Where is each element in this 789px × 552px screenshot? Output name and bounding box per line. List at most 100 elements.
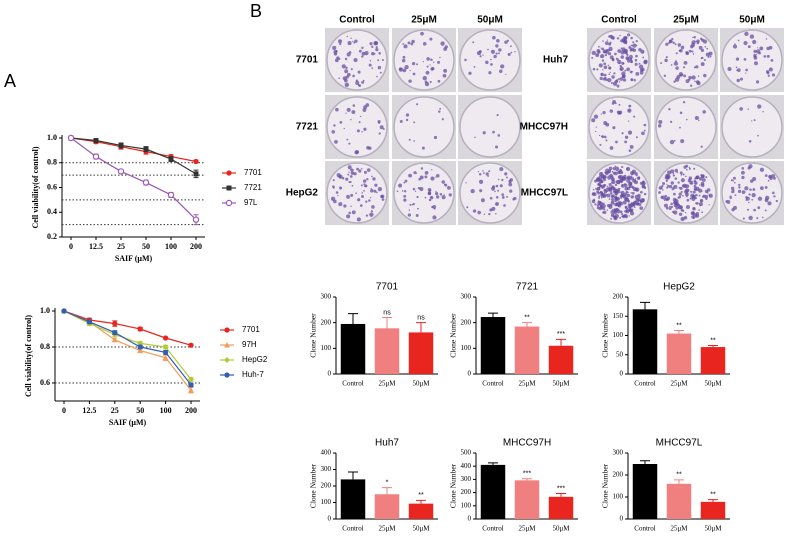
colony: [482, 54, 484, 56]
colony: [377, 65, 382, 70]
colony: [474, 136, 476, 139]
colony: [660, 187, 663, 190]
y-tick-label: 0.4: [47, 207, 57, 216]
colony: [695, 176, 699, 180]
colony: [479, 189, 483, 193]
colony: [745, 68, 748, 72]
colony: [635, 174, 638, 177]
colony: [686, 198, 690, 202]
colony: [371, 205, 375, 209]
panel-label: A: [4, 71, 16, 91]
colony: [339, 176, 341, 179]
y-tick-label: 200: [321, 482, 332, 490]
bar: [514, 326, 540, 374]
colony: [591, 193, 594, 196]
error-bar: [674, 329, 684, 334]
colony: [683, 74, 687, 78]
legend-marker: [226, 170, 232, 176]
dish: [393, 29, 455, 91]
colony: [603, 210, 607, 215]
colony: [752, 39, 757, 45]
colony: [600, 192, 604, 197]
colony: [627, 120, 630, 122]
colony: [408, 173, 412, 178]
x-tick-label: 200: [185, 406, 197, 415]
colony: [611, 197, 615, 201]
colony: [732, 176, 736, 180]
colony: [698, 202, 703, 207]
colony: [704, 45, 707, 48]
colony: [491, 206, 496, 211]
colony: [363, 127, 367, 131]
colony: [626, 53, 629, 56]
colony: [643, 192, 647, 196]
colony: [404, 65, 409, 70]
column-label: 25μM: [411, 15, 437, 26]
colony: [603, 73, 607, 77]
colony: [612, 208, 614, 211]
colony: [608, 166, 613, 171]
colony: [332, 179, 335, 182]
dish: [326, 96, 388, 158]
colony: [352, 74, 355, 78]
colony: [413, 121, 416, 124]
point: [163, 349, 169, 355]
error-bar: [708, 345, 718, 348]
colony: [398, 183, 403, 188]
colony: [694, 183, 697, 185]
colony: [613, 72, 616, 75]
colony: [749, 179, 754, 183]
point: [111, 336, 118, 343]
colony: [604, 171, 607, 174]
y-tick-label: 200: [321, 318, 332, 326]
colony: [352, 40, 354, 43]
colony: [664, 58, 668, 63]
colony: [605, 122, 610, 127]
panel-label: B: [250, 1, 262, 21]
legend-marker: [224, 372, 230, 378]
colony: [672, 192, 676, 196]
colony: [737, 189, 742, 193]
colony: [602, 111, 606, 115]
colony: [341, 64, 346, 69]
colony: [373, 41, 378, 46]
colony: [612, 126, 616, 130]
colony: [421, 146, 425, 150]
row-label: HepG2: [286, 188, 319, 199]
colony: [356, 217, 361, 222]
colony: [430, 176, 435, 181]
x-tick-label: Control: [342, 525, 363, 533]
colony: [668, 39, 673, 44]
colony: [602, 69, 604, 71]
point: [193, 171, 199, 177]
colony: [351, 184, 354, 187]
y-tick-label: 500: [461, 449, 472, 457]
colony: [756, 217, 759, 220]
colony: [692, 207, 696, 210]
colony: [597, 50, 601, 54]
y-tick-label: 100: [461, 344, 472, 352]
colony: [611, 75, 615, 79]
colony: [435, 195, 440, 199]
row-label: MHCC97L: [521, 188, 568, 199]
colony: [416, 195, 419, 199]
x-tick-label: 50: [142, 242, 150, 251]
colony: [348, 142, 351, 145]
colony: [368, 146, 372, 150]
colony: [680, 190, 683, 193]
colony: [665, 206, 669, 210]
colony: [662, 182, 666, 185]
colony: [350, 193, 354, 197]
significance-label: ***: [523, 471, 531, 478]
colony: [734, 181, 736, 184]
colony: [624, 206, 627, 209]
x-tick-label: 50μM: [705, 380, 723, 388]
colony: [443, 68, 448, 73]
colony: [412, 202, 415, 206]
colony: [364, 50, 369, 56]
colony: [596, 177, 601, 182]
colony: [611, 194, 615, 198]
colony: [670, 169, 675, 174]
colony: [600, 56, 602, 58]
colony: [414, 190, 417, 193]
